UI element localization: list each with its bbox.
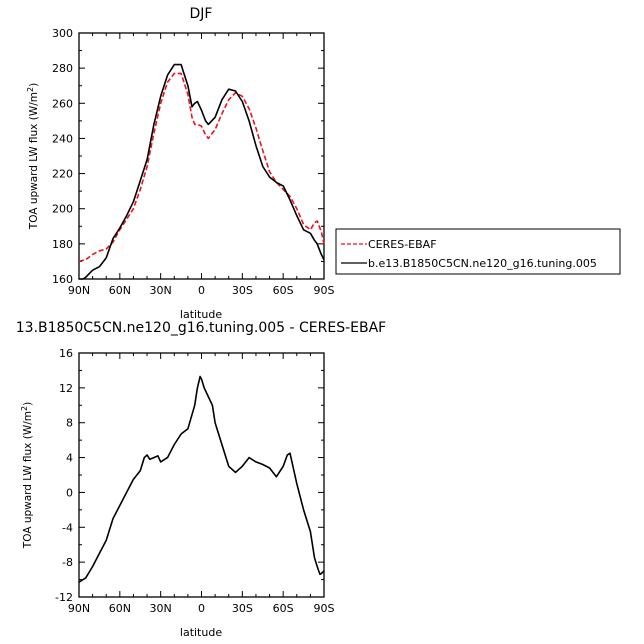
top-y-tick-label: 240 (52, 132, 73, 145)
bottom-y-tick-label: -12 (55, 591, 73, 604)
top-y-tick-label: 160 (52, 273, 73, 286)
top-y-tick-label: 200 (52, 203, 73, 216)
top-y-tick-label: 280 (52, 62, 73, 75)
bottom-x-tick-label: 60S (273, 602, 294, 615)
bottom-axis-ticks: -12 -8 -4 0 4 8 12 16 90N 60N 30N 0 30S 60S 90S (55, 347, 334, 615)
bottom-chart-title: 13.B1850C5CN.ne120_g16.tuning.005 - CERE… (16, 320, 386, 336)
bottom-plot-frame (78, 352, 325, 598)
top-x-tick-label: 90N (68, 284, 90, 297)
top-y-tick-label: 220 (52, 168, 73, 181)
bottom-y-tick-label: 16 (59, 347, 73, 360)
bottom-panel: 13.B1850C5CN.ne120_g16.tuning.005 - CERE… (16, 320, 386, 639)
legend: CERES-EBAF b.e13.B1850C5CN.ne120_g16.tun… (335, 228, 621, 275)
bottom-y-axis-label: TOA upward LW flux (W/m2) (20, 402, 34, 549)
top-x-tick-label: 60S (273, 284, 294, 297)
top-x-tick-label: 0 (198, 284, 205, 297)
bottom-x-tick-label: 30S (232, 602, 253, 615)
top-x-tick-label: 90S (314, 284, 335, 297)
bottom-y-tick-label: 12 (59, 382, 73, 395)
top-panel: DJF 160 180 200 220 240 260 280 300 90N 60N 30N 0 30… (26, 6, 335, 321)
top-y-axis-label: TOA upward LW flux (W/m2) (26, 83, 40, 230)
top-x-tick-label: 60N (109, 284, 131, 297)
bottom-y-tick-label: 4 (66, 452, 73, 465)
top-plot-frame (78, 32, 325, 280)
bottom-x-tick-label: 90N (68, 602, 90, 615)
top-y-tick-label: 180 (52, 238, 73, 251)
top-chart-title: DJF (190, 6, 213, 22)
bottom-series-line-0 (78, 375, 325, 583)
top-y-tick-label: 260 (52, 97, 73, 110)
bottom-y-tick-label: 0 (66, 486, 73, 499)
top-x-tick-label: 30N (150, 284, 172, 297)
bottom-x-tick-label: 60N (109, 602, 131, 615)
bottom-x-axis-label: latitude (180, 626, 222, 639)
bottom-x-tick-label: 30N (150, 602, 172, 615)
top-series-line-1 (79, 63, 325, 280)
bottom-x-tick-label: 90S (314, 602, 335, 615)
top-series-group (78, 63, 325, 280)
legend-label-model: b.e13.B1850C5CN.ne120_g16.tuning.005 (368, 257, 597, 270)
legend-label-ceres: CERES-EBAF (368, 238, 437, 251)
top-y-tick-label: 300 (52, 27, 73, 40)
legend-box (335, 228, 621, 275)
top-series-line-0 (78, 72, 325, 263)
bottom-y-tick-label: 8 (66, 417, 73, 430)
top-x-tick-label: 30S (232, 284, 253, 297)
bottom-y-tick-label: -4 (62, 521, 73, 534)
bottom-x-tick-label: 0 (198, 602, 205, 615)
top-axis-ticks: 160 180 200 220 240 260 280 300 90N 60N 30N 0 30S 60S… (52, 27, 335, 297)
bottom-y-tick-label: -8 (62, 556, 73, 569)
bottom-series-group (78, 375, 325, 583)
top-x-axis-label: latitude (180, 308, 222, 321)
